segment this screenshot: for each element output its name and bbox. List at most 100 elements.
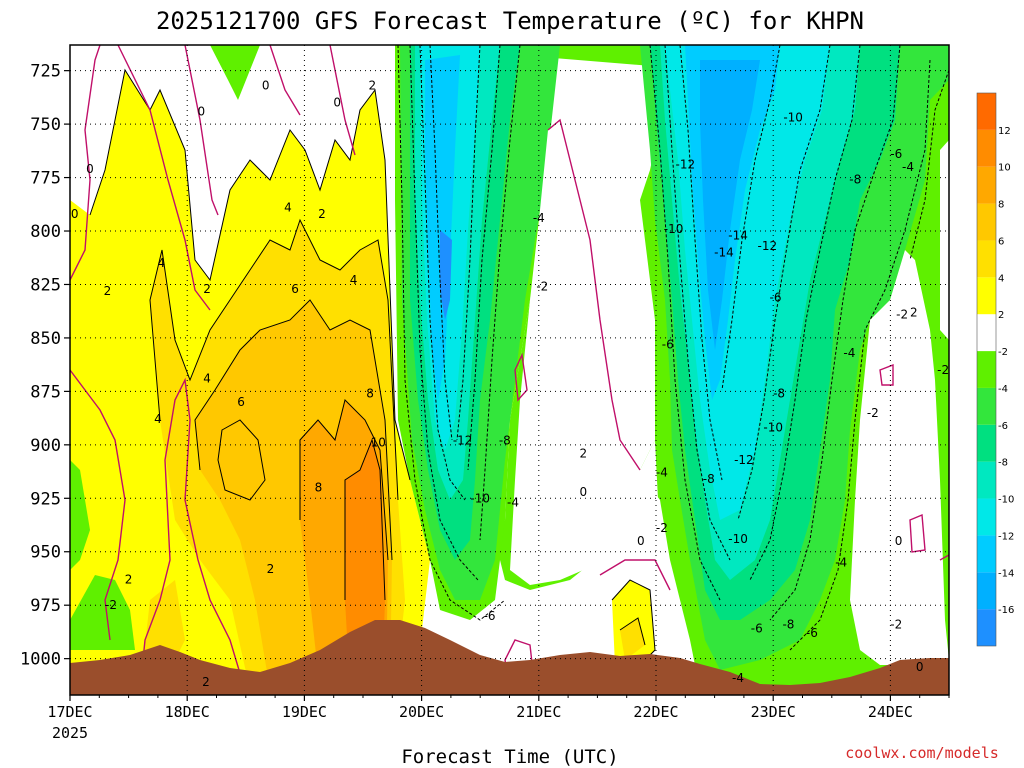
region-above-2c-left-edge [70, 290, 78, 370]
positive-contours [89, 68, 656, 666]
region-below-minus12c [425, 55, 460, 400]
contour-label: 0 [86, 162, 94, 176]
contour-label: -6 [751, 622, 763, 636]
contour-label: 2 [910, 305, 918, 319]
colorbar-swatch [977, 166, 996, 204]
y-tick-label: 775 [30, 169, 61, 189]
contour-label: -14 [714, 245, 734, 259]
x-tick-label: 22DEC [633, 703, 678, 721]
colorbar-tick-label: 8 [998, 200, 1004, 211]
region-near-zero-top-right [940, 140, 949, 340]
y-tick-label: 925 [30, 489, 61, 509]
y-tick-label: 975 [30, 596, 61, 616]
x-axis-label: Forecast Time (UTC) [401, 746, 618, 768]
contour-label: -4 [507, 496, 519, 510]
contour-label: -2 [896, 307, 908, 321]
colorbar-swatch [977, 240, 996, 278]
contour-label: 8 [366, 387, 374, 401]
region-cold-left-low [70, 460, 90, 570]
region-near-zero-top [210, 45, 260, 100]
gridlines [69, 45, 949, 695]
y-tick-label: 1000 [20, 650, 61, 670]
y-tick-label: 825 [30, 275, 61, 295]
contour-label: -2 [867, 406, 879, 420]
colorbar-swatch [977, 461, 996, 499]
contour-label: -12 [758, 239, 778, 253]
colorbar-swatch [977, 129, 996, 167]
contour-label: 0 [637, 534, 645, 548]
contour-label: 0 [197, 104, 205, 118]
contour-label: 2 [104, 284, 112, 298]
contour-label: -14 [728, 228, 748, 242]
contour-label: -6 [484, 609, 496, 623]
contour-label: -10 [664, 222, 684, 236]
contour-label: -6 [770, 290, 782, 304]
x-tick-label: 21DEC [516, 703, 561, 721]
contour-label: -8 [703, 472, 715, 486]
temperature-field [70, 45, 949, 695]
contour-label: 2 [318, 207, 326, 221]
y-tick-label: 900 [30, 436, 61, 456]
x-tick-label: 17DEC [47, 703, 92, 721]
contour-label: -8 [849, 173, 861, 187]
colorbar-tick-label: -8 [998, 458, 1008, 469]
colorbar-tick-label: -12 [998, 531, 1014, 542]
contour-label: -12 [453, 434, 473, 448]
y-axis: 725 750 775 800 825 850 875 900 925 950 975 1000 [20, 62, 70, 670]
colorbar-tick-label: 12 [998, 126, 1011, 137]
contour-label: -8 [773, 387, 785, 401]
contour-label: -6 [806, 626, 818, 640]
contour-label: -4 [656, 466, 668, 480]
x-axis: 17DEC 18DEC 19DEC 20DEC 21DEC 22DEC 23DEC 24DEC [47, 695, 950, 721]
contour-label: 2 [580, 446, 588, 460]
contour-label: -6 [662, 337, 674, 351]
colorbar-tick-label: -2 [998, 347, 1008, 358]
colorbar-frame [976, 92, 997, 647]
contour-label: -12 [734, 453, 754, 467]
contour-label: 4 [284, 201, 292, 215]
contour-label: 2 [369, 79, 377, 93]
x-tick-label: 19DEC [282, 703, 327, 721]
region-below-minus16c [440, 230, 452, 320]
colorbar-swatch [977, 609, 996, 646]
colorbar-swatch [977, 277, 996, 315]
contour-label: -4 [835, 555, 847, 569]
contour-label: -10 [728, 532, 748, 546]
contour-label: -2 [105, 598, 117, 612]
credit-text: coolwx.com/models [845, 744, 999, 762]
colorbar-tick-label: 4 [998, 273, 1004, 284]
contour-label: -2 [536, 280, 548, 294]
terrain-surface [70, 620, 949, 695]
chart-title: 2025121700 GFS Forecast Temperature (ºC)… [156, 7, 864, 35]
region-cold-left-bottom [70, 575, 135, 650]
y-tick-label: 850 [30, 329, 61, 349]
contour-label: -8 [782, 617, 794, 631]
contour-label: 4 [154, 412, 162, 426]
y-tick-label: 875 [30, 382, 61, 402]
contour-label: 4 [158, 256, 166, 270]
colorbar-swatch [977, 572, 996, 610]
colorbar-tick-label: 10 [998, 163, 1011, 174]
contour-label: -2 [890, 617, 902, 631]
region-warm-low-22dec-core [620, 618, 645, 660]
contour-label: 0 [895, 534, 903, 548]
colorbar-tick-label: 6 [998, 236, 1004, 247]
y-tick-label: 750 [30, 115, 61, 135]
contour-label: 0 [333, 96, 341, 110]
contour-label: 0 [580, 485, 588, 499]
colorbar-tick-label: -6 [998, 421, 1008, 432]
region-near-zero-24dec [850, 250, 949, 665]
x-tick-label: 20DEC [399, 703, 444, 721]
x-axis-year-label: 2025 [52, 724, 88, 742]
colorbar-swatch [977, 314, 996, 352]
x-tick-label: 24DEC [868, 703, 913, 721]
contour-label: 10 [371, 436, 386, 450]
colorbar-swatch [977, 424, 996, 462]
colorbar-tick-label: -14 [998, 568, 1014, 579]
colorbar-swatch [977, 498, 996, 536]
colorbar-tick-label: -4 [998, 384, 1008, 395]
contour-label: -10 [783, 111, 803, 125]
colorbar-swatch [977, 351, 996, 388]
contour-label: -10 [763, 421, 783, 435]
